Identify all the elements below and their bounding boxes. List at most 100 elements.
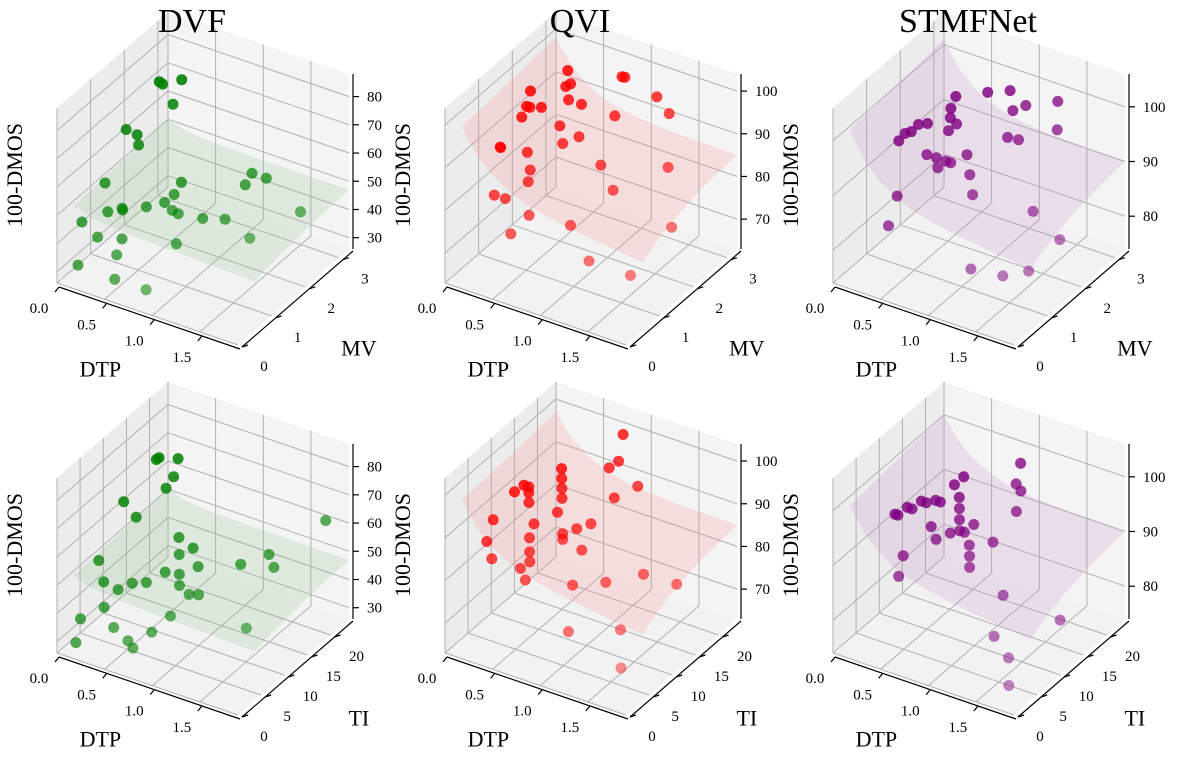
surface-patch xyxy=(537,175,561,193)
surface-patch xyxy=(203,202,227,215)
y-tick xyxy=(334,634,341,638)
data-point xyxy=(1003,652,1014,664)
surface-patch xyxy=(635,604,659,623)
data-point xyxy=(140,201,152,213)
x-axis-line xyxy=(834,656,1017,720)
x-tick xyxy=(925,319,931,326)
z-axis-label: 100-DMOS xyxy=(778,123,803,227)
surface-patch xyxy=(120,155,144,173)
x-tick xyxy=(973,335,979,342)
surface-patch xyxy=(925,553,949,571)
data-point xyxy=(295,206,306,218)
surface-patch xyxy=(204,532,228,546)
x-tick xyxy=(878,302,884,309)
y-axis-line xyxy=(241,250,354,348)
data-point xyxy=(481,536,493,547)
surface-patch xyxy=(653,148,676,162)
data-point xyxy=(608,492,620,504)
surface-patch xyxy=(993,228,1017,245)
surface-patch xyxy=(279,208,303,221)
surface-patch xyxy=(211,194,235,208)
surface-patch xyxy=(310,199,334,212)
surface-patch xyxy=(895,157,919,180)
surface-patch xyxy=(881,467,904,503)
surface-patch xyxy=(1048,538,1072,552)
x-tick xyxy=(490,302,496,309)
surface-patch xyxy=(880,510,904,538)
surface-patch xyxy=(1032,554,1056,568)
surface-patch xyxy=(265,183,288,196)
surface-patch xyxy=(263,613,287,627)
surface-patch xyxy=(89,184,113,202)
surface-patch xyxy=(578,83,602,104)
surface-patch xyxy=(500,497,524,523)
surface-patch xyxy=(326,554,349,567)
surface-patch xyxy=(118,222,142,237)
x-tick-label: 1.5 xyxy=(561,720,580,736)
data-point xyxy=(521,146,533,158)
surface-patch xyxy=(280,188,304,202)
surface-patch xyxy=(552,555,576,572)
surface-patch xyxy=(598,552,622,567)
surface-patch xyxy=(880,136,904,166)
surface-patch xyxy=(189,526,213,540)
surface-patch xyxy=(212,155,236,168)
x-gridline xyxy=(975,60,1088,333)
surface-patch xyxy=(318,561,342,575)
surface-patch xyxy=(508,74,532,110)
z-gridline xyxy=(56,62,350,160)
surface-patch xyxy=(644,177,668,191)
surface-patch xyxy=(706,527,730,540)
surface-patch xyxy=(211,564,235,578)
surface-patch xyxy=(156,226,180,240)
surface-patch xyxy=(597,231,621,249)
surface-patch xyxy=(189,156,213,170)
surface-patch xyxy=(606,543,630,559)
data-point xyxy=(967,189,979,201)
data-point xyxy=(961,149,973,161)
y-gridline xyxy=(467,458,650,696)
data-point xyxy=(565,78,577,90)
y-tick xyxy=(1118,257,1126,261)
surface-patch xyxy=(144,133,168,151)
data-point xyxy=(168,189,180,200)
surface-patch xyxy=(240,246,264,260)
data-point xyxy=(943,125,954,137)
data-point xyxy=(556,492,568,504)
x-tick-label: 1.5 xyxy=(949,350,968,366)
surface-patch xyxy=(590,560,614,576)
z-gridline xyxy=(444,28,738,126)
surface-patch xyxy=(630,499,654,513)
surface-patch xyxy=(538,149,562,168)
data-point xyxy=(1023,265,1035,277)
x-tick xyxy=(585,335,591,342)
surface-patch xyxy=(302,576,326,589)
surface-patch xyxy=(569,118,593,137)
surface-patch xyxy=(1055,181,1079,196)
surface-patch xyxy=(927,125,950,148)
surface-patch xyxy=(1024,192,1048,207)
x-tick-label: 0.0 xyxy=(30,301,49,317)
surface-patch xyxy=(151,150,175,166)
z-gridline xyxy=(444,526,738,624)
data-point xyxy=(925,521,937,533)
x-gridline xyxy=(539,414,652,686)
surface-patch xyxy=(682,550,706,564)
surface-patch xyxy=(1078,179,1102,193)
surface-patch xyxy=(105,539,128,557)
surface-patch xyxy=(180,204,204,217)
data-point xyxy=(600,576,612,588)
surface-patch xyxy=(1071,166,1095,180)
surface-patch xyxy=(233,212,257,226)
surface-patch xyxy=(501,82,524,117)
z-gridline xyxy=(56,404,350,501)
surface-patch xyxy=(995,158,1019,173)
surface-patch xyxy=(980,151,1003,166)
x-axis-label: DTP xyxy=(856,357,898,382)
floor-pane xyxy=(57,557,349,715)
surface-patch xyxy=(980,127,1004,144)
surface-patch xyxy=(149,234,172,248)
surface-patch xyxy=(174,520,198,535)
surface-patch xyxy=(972,134,996,151)
data-point xyxy=(945,157,957,169)
